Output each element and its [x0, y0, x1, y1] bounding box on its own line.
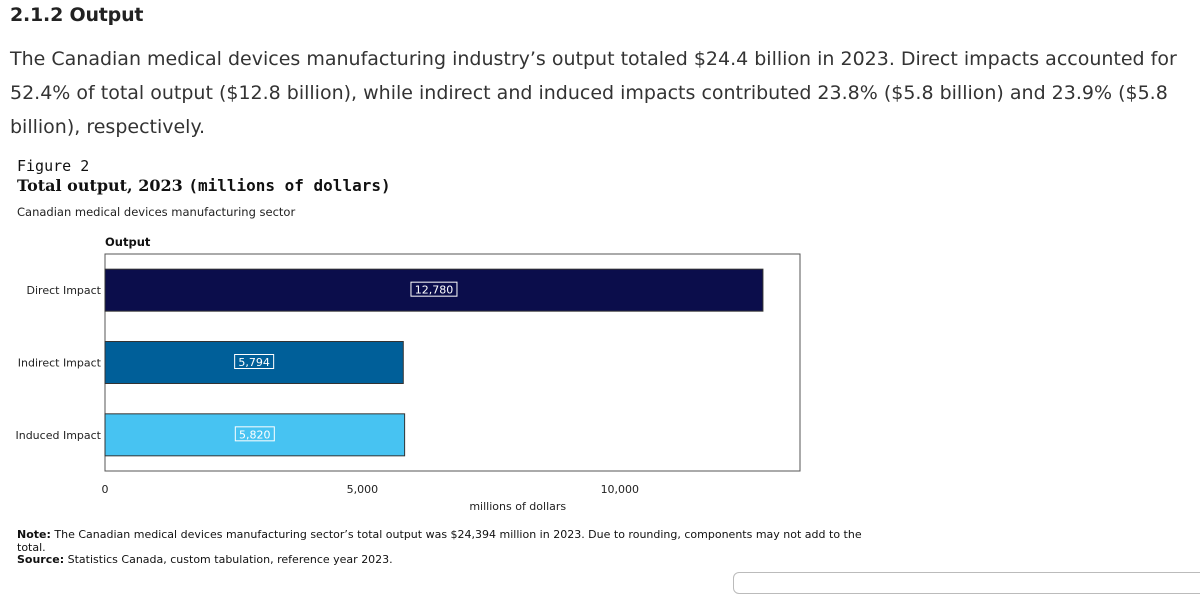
series-label: Output [105, 235, 151, 249]
figure-title: Total output, 2023 (millions of dollars) [17, 176, 391, 195]
figure-subtitle: Canadian medical devices manufacturing s… [17, 205, 296, 219]
data-label: 5,794 [238, 356, 270, 369]
bar-indirect-impact [104, 341, 404, 384]
category-label: Indirect Impact [18, 357, 102, 370]
section-heading: 2.1.2 Output [10, 4, 144, 26]
figure-title-main: Total output, 2023 [17, 176, 183, 195]
note-label: Note: [17, 528, 51, 541]
category-label: Direct Impact [27, 284, 102, 297]
source-line: Source: Statistics Canada, custom tabula… [17, 553, 867, 567]
figure-notes: Note: The Canadian medical devices manuf… [17, 528, 867, 567]
data-label-box [234, 426, 275, 442]
section-paragraph: The Canadian medical devices manufacturi… [10, 48, 1177, 138]
source-label: Source: [17, 553, 65, 566]
data-label: 12,780 [415, 284, 454, 297]
data-label: 5,820 [239, 428, 271, 441]
x-axis-label: millions of dollars [469, 500, 566, 513]
category-label: Induced Impact [15, 429, 101, 442]
data-label-box [410, 281, 458, 297]
source-text: Statistics Canada, custom tabulation, re… [67, 553, 393, 566]
figure-label: Figure 2 [17, 157, 90, 175]
note-line: Note: The Canadian medical devices manuf… [17, 528, 867, 554]
note-text: The Canadian medical devices manufacturi… [17, 528, 862, 554]
x-tick-label: 5,000 [347, 483, 379, 496]
data-label-box [234, 354, 275, 369]
bottom-panel-edge [733, 572, 1200, 594]
bar-induced-impact [104, 413, 406, 457]
bar-direct-impact [104, 268, 764, 312]
output-bar-chart: Output Direct Impact 12,780 Indirect Impact… [15, 235, 801, 513]
x-tick-label: 10,000 [601, 483, 640, 496]
figure-title-units: (millions of dollars) [188, 176, 391, 195]
x-tick-label: 0 [102, 483, 109, 496]
